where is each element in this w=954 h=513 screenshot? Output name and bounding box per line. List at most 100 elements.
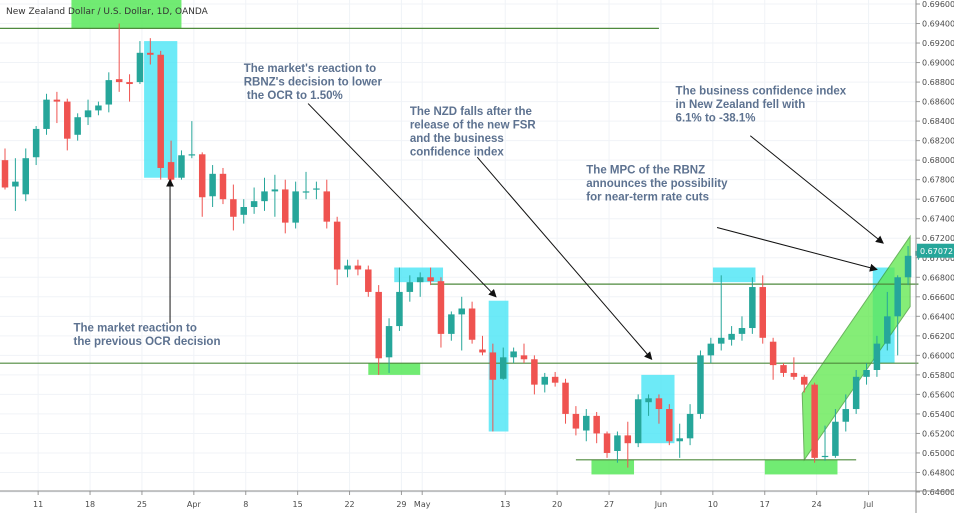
candle-body [32,128,40,158]
annot-business-confidence-line: The business confidence index [676,85,847,97]
candle-body [250,201,258,208]
x-tick-label: 25 [137,500,147,509]
y-tick-label: 0.65400 [922,410,954,419]
y-tick-label: 0.67000 [922,254,954,263]
level-lines [0,27,919,461]
candle-body [458,308,465,315]
candle-body [676,438,683,442]
annot-nzd-falls-line: confidence index [410,146,505,158]
candle-body [396,291,403,327]
candle-body [863,370,870,377]
candle-body [74,117,81,135]
annot-mpc-line: for near-term rate cuts [586,191,709,203]
y-tick-label: 0.68200 [922,137,954,146]
candle-body [707,343,715,356]
annot-mpc-line: announces the possibility [586,178,728,190]
candle-body [479,349,486,353]
arrows [166,103,884,361]
candle-body [583,415,590,431]
candle-body [126,82,133,85]
y-tick-label: 0.69400 [922,20,954,29]
x-tick-label: 17 [760,500,770,509]
candle-body [759,287,766,338]
candle-body [43,99,50,129]
candle-body [551,376,559,383]
annot-mpc-line: The MPC of the RBNZ [586,164,705,176]
candle-body [499,357,507,379]
candle-body [230,199,237,217]
candle-body [510,351,517,358]
candle-body [728,333,735,340]
candle-body [749,287,756,329]
rising-channel [801,234,911,462]
candle-body [344,265,351,270]
candle-body [769,341,777,366]
x-tick-label: 22 [344,500,354,509]
candle-body [178,155,185,178]
y-tick-label: 0.66600 [922,293,954,302]
annot-nzd-falls: The NZD falls after the release of the ne… [410,106,537,159]
annot-rbnz-reaction-line: The market's reaction to [244,63,376,75]
annot-nzd-falls-line: release of the new FSR [410,119,537,131]
candle-body [219,173,227,200]
y-tick-label: 0.66000 [922,351,954,360]
cyan-zone [712,267,756,283]
candle-body [520,355,528,360]
y-tick-label: 0.68800 [922,78,954,87]
candle-body [313,188,320,190]
candle-body [1,160,9,188]
candle-body [22,158,30,195]
candle-body [645,398,652,403]
annot-rbnz-reaction-arrow [307,103,497,298]
candle-body [271,189,279,192]
candle-body [894,277,901,317]
candle-body [852,376,860,410]
green-zone [764,459,838,475]
annot-business-confidence-line: in New Zealand fell with [676,99,806,111]
candle-body [64,101,71,139]
candle-body [323,191,331,222]
candle-body [541,376,549,385]
candle-body [603,433,611,453]
candle-body [333,221,341,270]
candle-body [12,181,19,187]
candle-body [448,314,455,334]
candle-body [292,191,299,223]
y-tick-label: 0.69600 [922,0,954,9]
annot-nzd-falls-line: and the business [410,133,504,145]
candle-body [354,265,362,270]
last-price-label: 0.67072 [920,247,953,256]
candle-body [115,79,123,83]
last-price-badge [917,243,954,258]
y-tick-label: 0.68400 [922,117,954,126]
candle-body [375,291,382,359]
y-tick-label: 0.66200 [922,332,954,341]
y-tick-label: 0.68000 [922,156,954,165]
cyan-zone [488,300,509,432]
candle-body [686,413,694,439]
green-zone [591,459,635,475]
x-tick-label: 10 [708,500,718,509]
x-tick-label: 29 [396,500,406,509]
y-tick-label: 0.69000 [922,59,954,68]
y-tick-label: 0.69200 [922,39,954,48]
annot-business-confidence: The business confidence index in New Zeal… [676,85,847,124]
candle-body [95,105,102,111]
candle-body [821,455,829,458]
candle-body [385,326,393,358]
green-zone [368,363,421,375]
zones [71,0,911,475]
candle-body [437,281,445,334]
x-tick-label: 11 [33,500,43,509]
annot-ocr-decision: The market reaction to the previous OCR d… [74,322,221,348]
candle-body [655,398,663,410]
candle-body [614,435,621,452]
candle-body [593,415,600,434]
candle-body [416,277,424,283]
candle-body [832,421,839,456]
candle-body [427,277,434,282]
candle-body [738,328,746,334]
x-tick-label: 13 [500,500,510,509]
